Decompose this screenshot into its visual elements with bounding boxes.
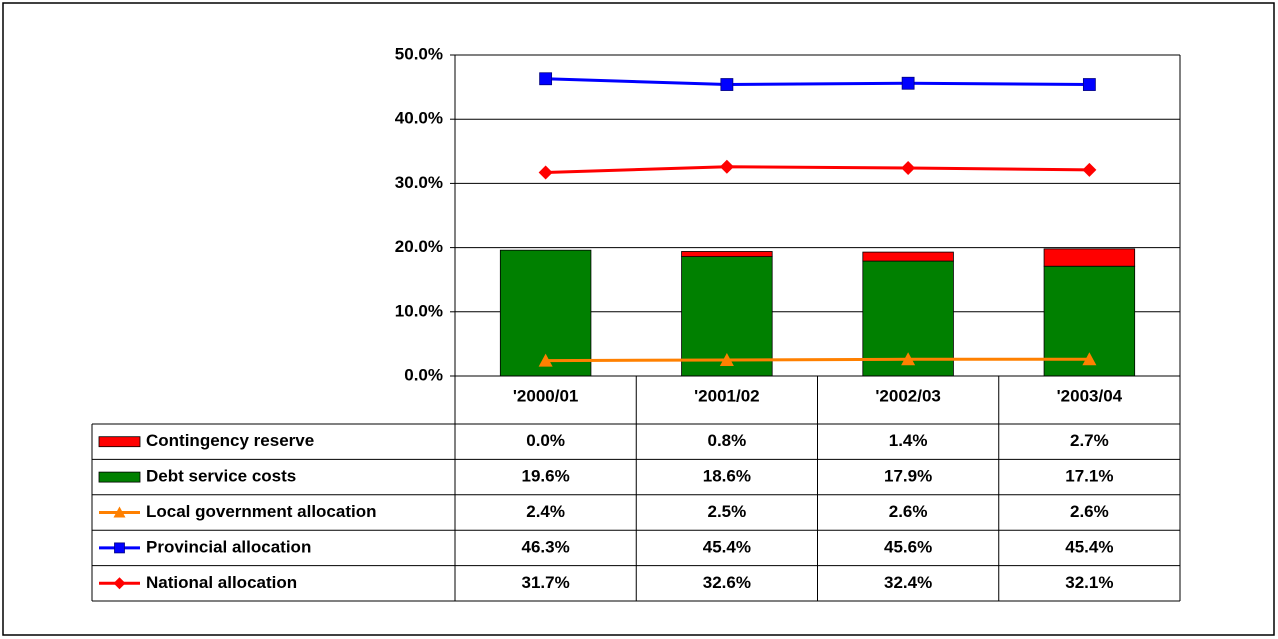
legend-label: National allocation [146, 573, 297, 592]
y-tick-label: 50.0% [395, 44, 443, 63]
line [545, 357, 1090, 363]
table-value: 2.5% [708, 502, 747, 521]
table-value: 17.1% [1065, 467, 1113, 486]
line-marker [1082, 162, 1097, 177]
x-tick-label: '2001/02 [694, 386, 760, 405]
x-tick-label: '2002/03 [875, 386, 941, 405]
table-value: 32.4% [884, 573, 932, 592]
line-marker [901, 160, 916, 175]
legend-marker [113, 577, 126, 590]
line-marker [538, 353, 553, 367]
bar [862, 251, 954, 262]
table-value: 45.6% [884, 537, 932, 556]
line-marker [538, 165, 553, 180]
line-marker [901, 76, 915, 90]
line-marker [719, 159, 734, 174]
legend-label: Contingency reserve [146, 431, 314, 450]
table-value: 2.6% [1070, 502, 1109, 521]
legend-marker [114, 542, 125, 554]
line-marker [901, 352, 916, 366]
y-tick-label: 30.0% [395, 173, 443, 192]
table-value: 2.4% [526, 502, 565, 521]
bar [681, 251, 773, 257]
legend-key [98, 436, 141, 448]
line [545, 77, 1090, 87]
line-marker [1082, 352, 1097, 366]
x-tick-label: '2003/04 [1057, 386, 1123, 405]
y-tick-label: 10.0% [395, 301, 443, 320]
line-marker [719, 352, 734, 366]
table-value: 32.6% [703, 573, 751, 592]
y-tick-label: 0.0% [404, 365, 443, 384]
legend-label: Provincial allocation [146, 537, 311, 556]
legend-label: Debt service costs [146, 467, 296, 486]
line-marker [1082, 78, 1096, 91]
legend-label: Local government allocation [146, 502, 377, 521]
line-marker [720, 78, 734, 91]
table-value: 46.3% [522, 537, 570, 556]
x-tick-label: '2000/01 [513, 386, 579, 405]
table-value: 2.6% [889, 502, 928, 521]
y-tick-label: 40.0% [395, 109, 443, 128]
legend-marker [113, 506, 126, 518]
bar [1043, 248, 1136, 267]
table-value: 32.1% [1065, 573, 1113, 592]
table-value: 0.8% [708, 431, 747, 450]
table-value: 45.4% [703, 537, 751, 556]
legend-key [98, 471, 141, 483]
table-value: 19.6% [522, 467, 570, 486]
line-marker [539, 72, 553, 86]
table-value: 0.0% [526, 431, 565, 450]
y-tick-label: 20.0% [395, 237, 443, 256]
table-value: 45.4% [1065, 537, 1113, 556]
table-value: 17.9% [884, 467, 932, 486]
table-value: 31.7% [522, 573, 570, 592]
table-value: 18.6% [703, 467, 751, 486]
table-value: 2.7% [1070, 431, 1109, 450]
line [545, 165, 1090, 174]
table-value: 1.4% [889, 431, 928, 450]
